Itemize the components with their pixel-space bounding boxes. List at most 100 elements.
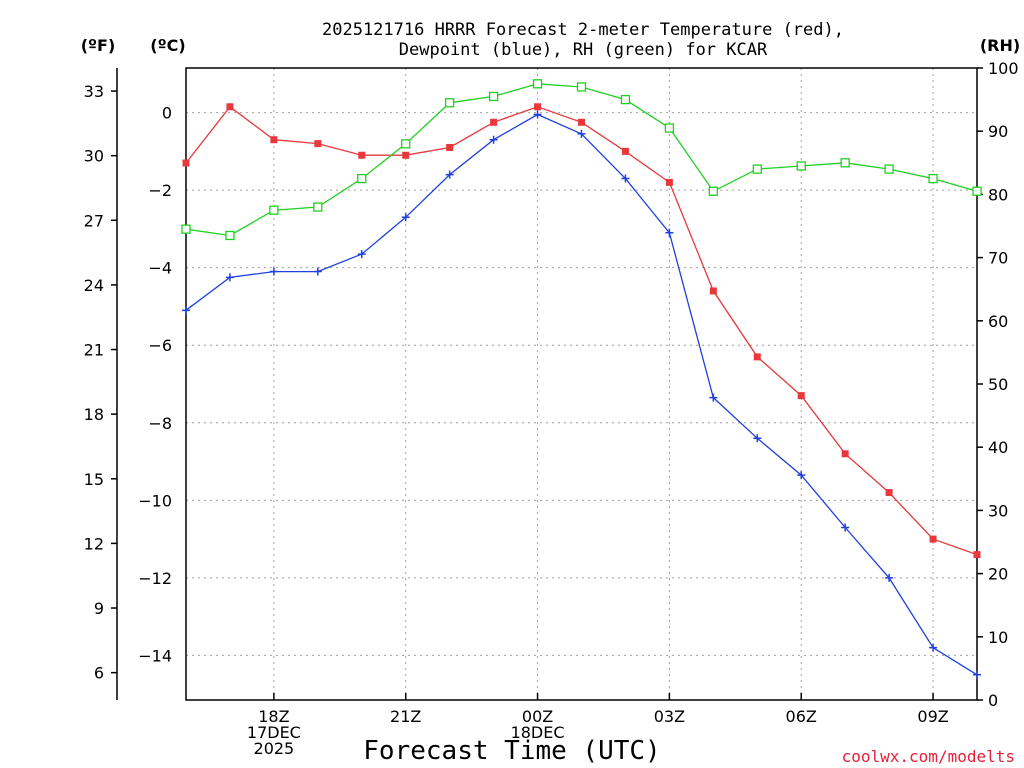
rh-point — [181, 224, 191, 234]
rh-tick-label: 70 — [988, 249, 1008, 268]
dewpoint-point — [445, 170, 454, 179]
x-tick-label: 00Z — [522, 707, 553, 726]
rh-point — [796, 161, 806, 171]
dewpoint-point — [182, 306, 190, 315]
x-tick-label: 18Z — [258, 707, 289, 726]
x-tick-label: 09Z — [917, 707, 948, 726]
celsius-tick-label: −6 — [148, 336, 172, 355]
x-tick-label: 03Z — [654, 707, 685, 726]
rh-tick-label: 10 — [988, 628, 1008, 647]
unit-celsius: (ºC) — [150, 36, 185, 55]
celsius-tick-label: 0 — [162, 104, 172, 123]
rh-point — [928, 173, 938, 184]
rh-tick-label: 40 — [988, 438, 1008, 457]
x-tick-label: 06Z — [786, 707, 817, 726]
temperature-point — [226, 103, 234, 111]
rh-point — [752, 164, 762, 174]
dewpoint-point — [401, 213, 410, 222]
dewpoint-point — [621, 174, 630, 183]
fahrenheit-tick-label: 18 — [84, 405, 104, 424]
fahrenheit-tick-label: 6 — [94, 664, 104, 683]
rh-point — [488, 91, 499, 102]
dewpoint-point — [269, 267, 278, 276]
temperature-point — [885, 489, 893, 497]
dewpoint-point — [797, 471, 806, 480]
x-axis-label: Forecast Time (UTC) — [363, 736, 660, 766]
x-tick-label: 17DEC — [247, 723, 301, 742]
celsius-tick-label: −14 — [138, 646, 172, 665]
plot-frame — [185, 67, 978, 701]
dewpoint-point — [709, 393, 718, 402]
rh-tick-label: 30 — [988, 501, 1008, 520]
fahrenheit-tick-label: 15 — [84, 470, 104, 489]
temperature-point — [270, 136, 278, 144]
dewpoint-line — [185, 113, 978, 676]
temperature-line — [185, 105, 978, 556]
temperature-point — [973, 551, 981, 559]
rh-point — [708, 186, 718, 196]
dewpoint-point — [885, 573, 894, 582]
rh-tick-label: 0 — [988, 691, 998, 710]
rh-line — [185, 83, 978, 237]
rh-tick-label: 90 — [988, 122, 1008, 141]
fahrenheit-tick-label: 30 — [84, 147, 104, 166]
rh-point — [620, 94, 631, 105]
rh-point — [445, 98, 455, 108]
temperature-point — [753, 353, 761, 361]
dewpoint-point — [489, 135, 498, 144]
celsius-tick-label: −8 — [148, 414, 172, 433]
fahrenheit-tick-label: 12 — [84, 534, 104, 553]
dewpoint-point — [929, 643, 938, 652]
grid — [186, 68, 977, 700]
rh-point — [576, 82, 587, 92]
rh-point — [269, 205, 279, 215]
rh-tick-label: 80 — [988, 185, 1008, 204]
dewpoint-point — [753, 434, 762, 443]
dewpoint-point — [665, 228, 674, 237]
temperature-point — [578, 118, 585, 126]
rh-point — [972, 186, 982, 196]
temperature-point — [929, 535, 937, 543]
temperature-point — [841, 450, 849, 458]
fahrenheit-tick-label: 33 — [84, 82, 104, 101]
x-tick-label: 2025 — [254, 739, 295, 758]
dewpoint-point — [841, 523, 850, 532]
unit-fahrenheit: (ºF) — [81, 36, 116, 55]
temperature-point — [621, 147, 629, 155]
credit-text: coolwx.com/modelts — [842, 747, 1015, 766]
chart-title-line2: Dewpoint (blue), RH (green) for KCAR — [399, 40, 768, 60]
rh-tick-label: 20 — [988, 565, 1008, 584]
temperature-point — [490, 118, 498, 126]
rh-point — [664, 123, 675, 133]
temperature-point — [534, 103, 542, 111]
rh-tick-label: 100 — [988, 59, 1019, 78]
dewpoint-point — [973, 670, 981, 679]
rh-point — [357, 173, 367, 184]
dewpoint-point — [533, 110, 542, 119]
dewpoint-point — [225, 273, 234, 282]
chart-title-line1: 2025121716 HRRR Forecast 2-meter Tempera… — [322, 20, 844, 40]
temperature-point — [314, 140, 322, 148]
rh-point — [884, 164, 894, 174]
rh-point — [313, 202, 323, 212]
celsius-tick-label: −12 — [138, 569, 172, 588]
fahrenheit-tick-label: 27 — [84, 211, 104, 230]
rh-point — [225, 230, 235, 241]
temperature-point — [402, 151, 410, 159]
x-tick-label: 21Z — [390, 707, 421, 726]
rh-tick-label: 60 — [988, 312, 1008, 331]
dewpoint-point — [357, 250, 366, 259]
dewpoint-point — [313, 267, 322, 276]
temperature-point — [446, 143, 454, 151]
temperature-point — [665, 178, 673, 186]
celsius-tick-label: −2 — [148, 181, 172, 200]
rh-point — [401, 139, 411, 149]
dewpoint-point — [577, 129, 586, 138]
tick-labels: 0−2−4−6−8−10−12−143330272421181512961009… — [84, 59, 1019, 758]
celsius-tick-label: −10 — [138, 491, 172, 510]
x-tick-label: 18DEC — [511, 723, 565, 742]
fahrenheit-tick-label: 21 — [84, 341, 104, 360]
rh-tick-label: 50 — [988, 375, 1008, 394]
fahrenheit-tick-label: 9 — [94, 599, 104, 618]
